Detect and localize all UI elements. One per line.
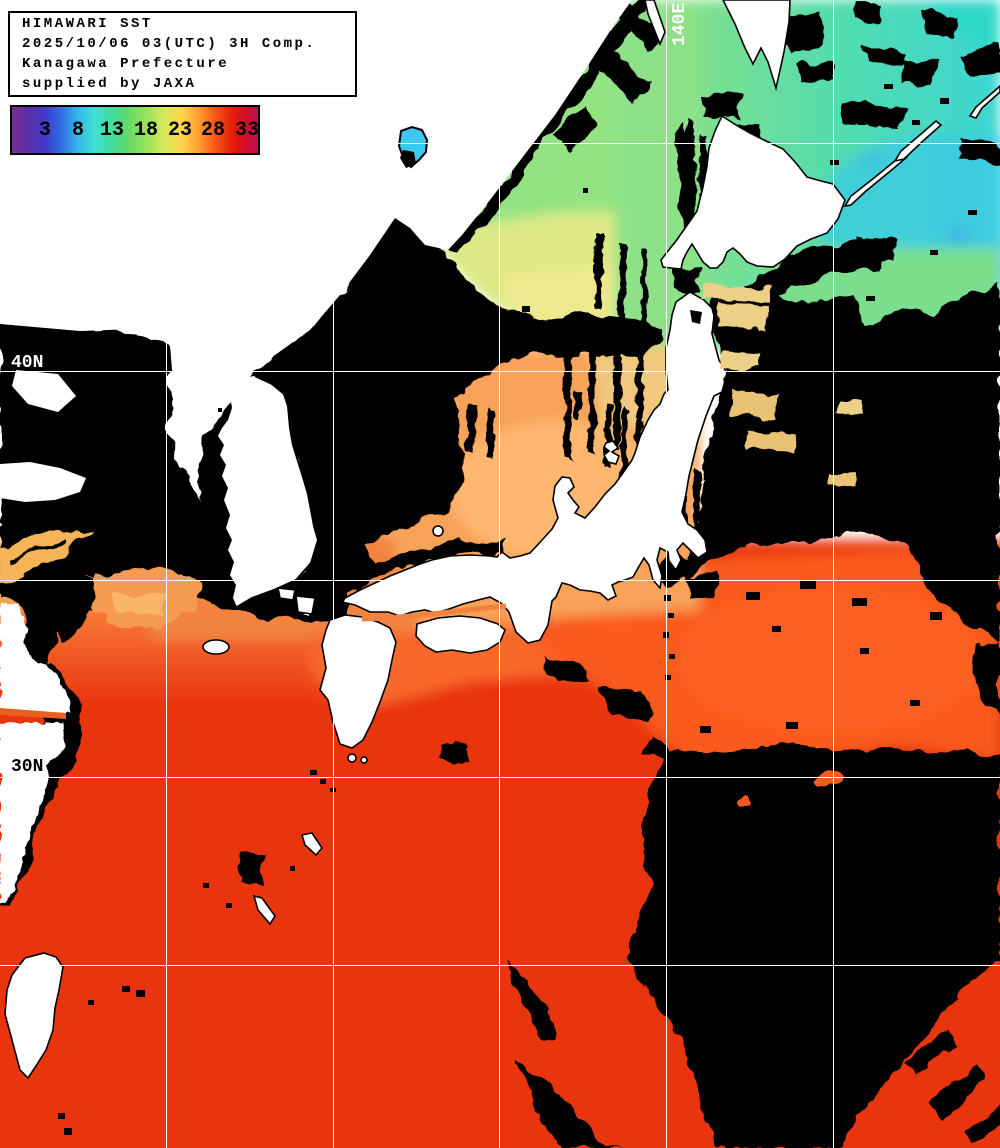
svg-text:8: 8	[72, 119, 84, 142]
svg-text:Kanagawa Prefecture: Kanagawa Prefecture	[22, 56, 229, 72]
svg-text:30N: 30N	[11, 757, 43, 777]
svg-text:28: 28	[201, 119, 225, 142]
svg-text:40N: 40N	[11, 353, 43, 373]
svg-text:18: 18	[134, 119, 158, 142]
svg-text:33: 33	[235, 119, 259, 142]
svg-text:3: 3	[39, 119, 51, 142]
svg-text:13: 13	[100, 119, 124, 142]
svg-text:HIMAWARI SST: HIMAWARI SST	[22, 16, 153, 32]
svg-text:140E: 140E	[670, 3, 690, 46]
svg-text:2025/10/06 03(UTC) 3H Comp.: 2025/10/06 03(UTC) 3H Comp.	[22, 36, 316, 52]
svg-text:supplied by JAXA: supplied by JAXA	[22, 76, 196, 92]
svg-text:23: 23	[168, 119, 192, 142]
